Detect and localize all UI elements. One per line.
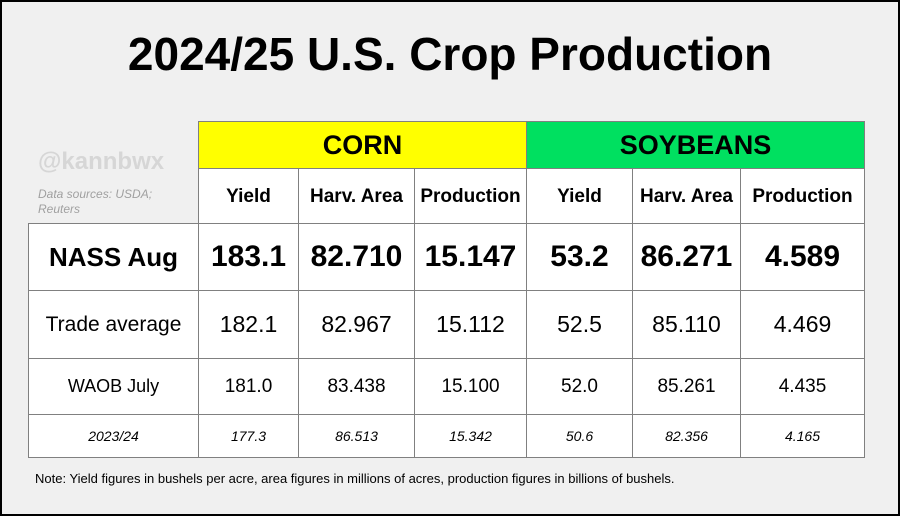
table-cell: 50.6 <box>526 414 633 458</box>
table-cell: 83.438 <box>298 358 415 415</box>
table-cell: 182.1 <box>198 290 299 359</box>
table-cell: 177.3 <box>198 414 299 458</box>
corn-production-header: Production <box>414 168 527 226</box>
table-cell: 53.2 <box>526 223 633 291</box>
table-cell: 85.110 <box>632 290 741 359</box>
row-label: WAOB July <box>28 358 199 415</box>
table-cell: 82.710 <box>298 223 415 291</box>
table-cell: 15.112 <box>414 290 527 359</box>
corn-yield-header: Yield <box>198 168 299 226</box>
crop-values-table: NASS Aug 183.1 82.710 15.147 53.2 86.271… <box>28 223 865 458</box>
corn-area-header: Harv. Area <box>298 168 415 226</box>
watermark-handle: @kannbwx <box>38 148 165 175</box>
row-label: Trade average <box>28 290 199 359</box>
crop-production-table: CORN SOYBEANS Yield Harv. Area Productio… <box>198 121 865 226</box>
table-cell: 86.513 <box>298 414 415 458</box>
table-cell: 4.435 <box>740 358 865 415</box>
table-cell: 82.967 <box>298 290 415 359</box>
soy-yield-header: Yield <box>526 168 633 226</box>
row-label: 2023/24 <box>28 414 199 458</box>
table-cell: 15.147 <box>414 223 527 291</box>
footnote: Note: Yield figures in bushels per acre,… <box>35 471 675 486</box>
row-label: NASS Aug <box>28 223 199 291</box>
soy-area-header: Harv. Area <box>632 168 741 226</box>
table-cell: 15.342 <box>414 414 527 458</box>
table-cell: 4.589 <box>740 223 865 291</box>
table-cell: 52.0 <box>526 358 633 415</box>
soybeans-header: SOYBEANS <box>526 121 865 169</box>
table-cell: 181.0 <box>198 358 299 415</box>
table-row: 2023/24 177.3 86.513 15.342 50.6 82.356 … <box>28 414 865 458</box>
table-cell: 86.271 <box>632 223 741 291</box>
table-cell: 82.356 <box>632 414 741 458</box>
column-header-row: Yield Harv. Area Production Yield Harv. … <box>198 168 865 226</box>
soy-production-header: Production <box>740 168 865 226</box>
corn-header: CORN <box>198 121 527 169</box>
table-cell: 85.261 <box>632 358 741 415</box>
page-title: 2024/25 U.S. Crop Production <box>127 28 773 80</box>
table-cell: 4.469 <box>740 290 865 359</box>
table-cell: 15.100 <box>414 358 527 415</box>
table-cell: 4.165 <box>740 414 865 458</box>
group-header-row: CORN SOYBEANS <box>198 121 865 169</box>
table-row: NASS Aug 183.1 82.710 15.147 53.2 86.271… <box>28 223 865 291</box>
table-cell: 52.5 <box>526 290 633 359</box>
table-row: WAOB July 181.0 83.438 15.100 52.0 85.26… <box>28 358 865 415</box>
table-cell: 183.1 <box>198 223 299 291</box>
table-row: Trade average 182.1 82.967 15.112 52.5 8… <box>28 290 865 359</box>
data-sources: Data sources: USDA; Reuters <box>38 187 153 216</box>
